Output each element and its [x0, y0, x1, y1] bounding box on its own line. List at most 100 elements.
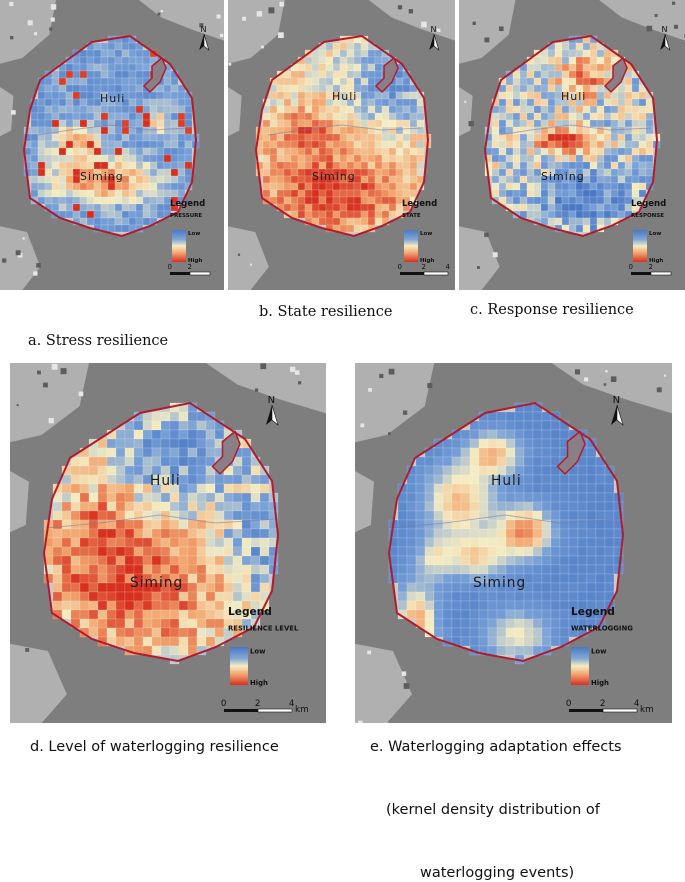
grid-cell	[124, 546, 135, 557]
grid-cell	[638, 175, 647, 184]
grid-cell	[367, 140, 376, 149]
grid-cell	[469, 456, 480, 467]
grid-cell	[178, 519, 189, 530]
grid-cell	[325, 112, 334, 121]
grid-cell	[367, 119, 376, 128]
grid-cell	[568, 528, 579, 539]
grid-cell	[374, 140, 383, 149]
land-texture	[11, 110, 16, 115]
grid-cell	[395, 182, 404, 191]
grid-cell	[568, 182, 577, 191]
grid-cell	[304, 98, 313, 107]
grid-cell	[526, 70, 535, 79]
grid-cell	[374, 210, 383, 219]
grid-cell	[121, 105, 130, 114]
grid-cell	[79, 147, 88, 156]
grid-cell	[367, 56, 376, 65]
grid-cell	[160, 546, 171, 557]
grid-cell	[115, 591, 126, 602]
grid-cell	[505, 175, 514, 184]
grid-cell	[442, 519, 453, 530]
grid-cell	[262, 112, 271, 121]
grid-cell	[79, 203, 88, 212]
grid-cell	[519, 196, 528, 205]
grid-cell	[339, 77, 348, 86]
grid-cell	[582, 119, 591, 128]
grid-cell	[318, 196, 327, 205]
grid-cell	[107, 161, 116, 170]
grid-cell	[505, 438, 516, 449]
land-texture	[33, 32, 38, 36]
grid-cell	[44, 161, 53, 170]
grid-cell	[478, 429, 489, 440]
grid-cell	[170, 126, 179, 135]
grid-cell	[169, 555, 180, 566]
grid-cell	[72, 182, 81, 191]
grid-cell	[160, 555, 171, 566]
grid-cell	[603, 168, 612, 177]
grid-cell	[360, 77, 369, 86]
grid-cell	[638, 182, 647, 191]
grid-cell	[97, 465, 108, 476]
grid-cell	[128, 140, 137, 149]
grid-cell	[133, 429, 144, 440]
grid-cell	[283, 112, 292, 121]
grid-cell	[526, 189, 535, 198]
grid-cell	[367, 70, 376, 79]
grid-cell	[353, 140, 362, 149]
grid-cell	[586, 501, 597, 512]
grid-cell	[93, 147, 102, 156]
grid-cell	[169, 618, 180, 629]
grid-cell	[374, 119, 383, 128]
grid-cell	[196, 537, 207, 548]
grid-cell	[541, 618, 552, 629]
grid-cell	[442, 582, 453, 593]
grid-cell	[214, 582, 225, 593]
grid-cell	[61, 537, 72, 548]
grid-cell	[135, 196, 144, 205]
grid-cell	[559, 609, 570, 620]
grid-cell	[151, 618, 162, 629]
grid-cell	[37, 182, 46, 191]
grid-cell	[367, 105, 376, 114]
grid-cell	[409, 147, 418, 156]
grid-cell	[451, 492, 462, 503]
grid-cell	[151, 429, 162, 440]
grid-cell	[156, 175, 165, 184]
grid-cell	[617, 112, 626, 121]
grid-cell	[142, 133, 151, 142]
grid-cell	[100, 63, 109, 72]
grid-cell	[51, 105, 60, 114]
scale-tick-label: 2	[600, 699, 606, 709]
scale-bar: 0 2 4km	[566, 699, 654, 715]
grid-cell	[442, 483, 453, 494]
grid-cell	[415, 492, 426, 503]
grid-cell	[70, 591, 81, 602]
grid-cell	[290, 98, 299, 107]
land-texture	[610, 376, 617, 382]
grid-cell	[70, 510, 81, 521]
grid-cell	[381, 112, 390, 121]
grid-cell	[604, 510, 615, 521]
grid-cell	[367, 168, 376, 177]
grid-cell	[442, 600, 453, 611]
grid-cell	[121, 77, 130, 86]
grid-cell	[51, 182, 60, 191]
grid-cell	[58, 112, 67, 121]
grid-cell	[381, 105, 390, 114]
grid-cell	[550, 618, 561, 629]
grid-cell	[325, 147, 334, 156]
grid-cell	[406, 609, 417, 620]
grid-cell	[128, 70, 137, 79]
grid-cell	[135, 189, 144, 198]
grid-cell	[469, 447, 480, 458]
grid-cell	[514, 546, 525, 557]
grid-cell	[575, 133, 584, 142]
grid-cell	[142, 519, 153, 530]
grid-cell	[178, 528, 189, 539]
grid-cell	[142, 196, 151, 205]
grid-cell	[339, 112, 348, 121]
grid-cell	[367, 84, 376, 93]
grid-cell	[259, 510, 270, 521]
grid-cell	[638, 189, 647, 198]
